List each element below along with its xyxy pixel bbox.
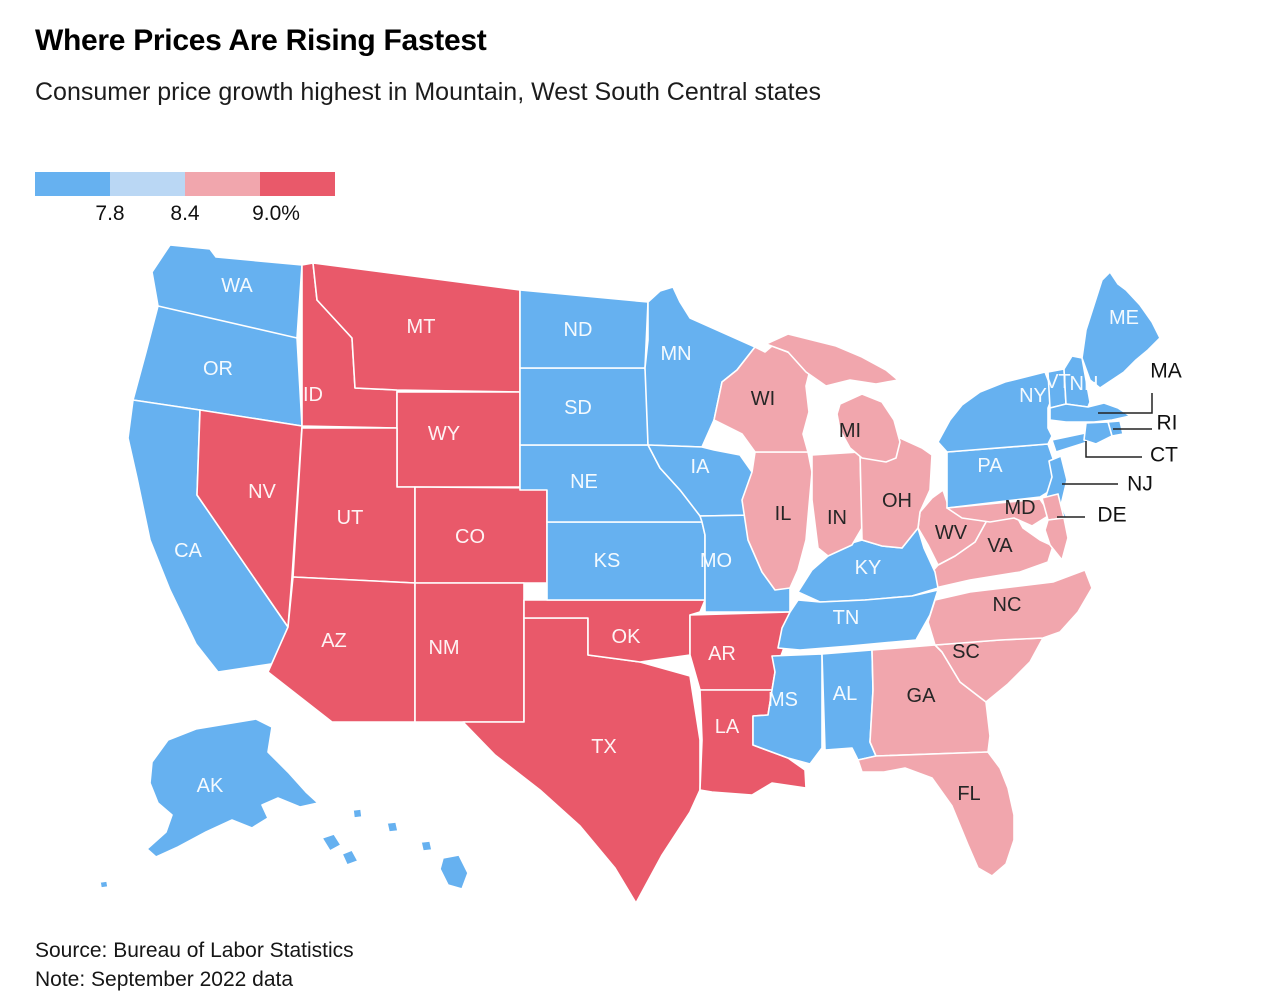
state-label-PA: PA xyxy=(977,455,1003,477)
state-label-IN: IN xyxy=(827,507,847,529)
state-label-ME: ME xyxy=(1109,307,1139,329)
state-label-MN: MN xyxy=(660,343,691,365)
state-label-MO: MO xyxy=(700,550,732,572)
legend-color-bar xyxy=(35,172,335,196)
state-MA xyxy=(1049,402,1131,423)
note-line: Note: September 2022 data xyxy=(35,968,294,991)
state-label-IA: IA xyxy=(691,456,711,478)
state-MI-lower-peninsula xyxy=(836,393,901,463)
state-label-VT: VT xyxy=(1045,371,1071,393)
state-AL xyxy=(821,649,877,761)
state-label-NY: NY xyxy=(1019,385,1047,407)
state-label-GA: GA xyxy=(907,685,937,707)
legend-tick-9-0: 9.0% xyxy=(252,202,300,225)
callout-line-MA xyxy=(1098,393,1153,414)
state-HI-island xyxy=(420,840,433,852)
state-KS xyxy=(546,521,706,601)
state-label-WA: WA xyxy=(221,275,253,297)
state-label-LA: LA xyxy=(715,716,740,738)
state-label-WI: WI xyxy=(751,388,775,410)
state-MS xyxy=(752,653,823,765)
state-label-VA: VA xyxy=(987,535,1013,557)
state-label-ID: ID xyxy=(303,384,323,406)
state-label-MS: MS xyxy=(768,689,798,711)
legend-swatch-bin1 xyxy=(35,172,110,196)
state-label-SC: SC xyxy=(952,641,980,663)
legend-tick-7-8: 7.8 xyxy=(95,202,125,225)
state-label-TX: TX xyxy=(591,736,617,758)
state-label-WY: WY xyxy=(428,423,460,445)
callout-line-CT xyxy=(1085,441,1142,458)
page-subtitle: Consumer price growth highest in Mountai… xyxy=(35,78,822,106)
state-HI-island xyxy=(352,808,363,819)
state-label-KY: KY xyxy=(855,557,882,579)
state-label-CO: CO xyxy=(455,526,485,548)
state-label-NE: NE xyxy=(570,471,598,493)
callout-label-MA: MA xyxy=(1150,360,1182,383)
callout-label-DE: DE xyxy=(1097,504,1126,527)
state-label-NH: NH xyxy=(1070,373,1099,395)
state-label-AK: AK xyxy=(197,775,224,797)
state-label-WV: WV xyxy=(935,522,968,544)
state-AK xyxy=(146,718,319,858)
state-AK-aleutian-island xyxy=(99,880,109,889)
state-UT xyxy=(292,427,416,584)
state-label-OH: OH xyxy=(882,490,912,512)
state-labels: WA OR CA AK NV ID MT WY UT CO AZ NM TX OK AR LA ND SD NE KS… xyxy=(174,275,1139,805)
state-label-UT: UT xyxy=(337,507,364,529)
state-label-MI: MI xyxy=(839,420,861,442)
callout-label-RI: RI xyxy=(1157,412,1178,435)
state-label-FL: FL xyxy=(957,783,980,805)
state-NC xyxy=(927,569,1093,646)
state-label-NM: NM xyxy=(428,637,459,659)
legend-ticks: 7.8 8.4 9.0% xyxy=(35,196,375,226)
state-label-AR: AR xyxy=(708,643,736,665)
state-label-AZ: AZ xyxy=(321,630,347,652)
callout-label-NJ: NJ xyxy=(1127,473,1153,496)
state-label-KS: KS xyxy=(594,550,621,572)
state-HI-big-island xyxy=(439,854,469,890)
state-label-TN: TN xyxy=(833,607,860,629)
state-MD-eastern-shore xyxy=(1044,517,1069,561)
state-label-OR: OR xyxy=(203,358,233,380)
state-label-MD: MD xyxy=(1004,497,1035,519)
state-label-ND: ND xyxy=(564,319,593,341)
state-NY xyxy=(937,371,1053,453)
state-AK-island xyxy=(321,833,342,852)
state-AK-island xyxy=(341,849,359,866)
callout-label-CT: CT xyxy=(1150,444,1178,467)
state-label-MT: MT xyxy=(407,316,436,338)
state-TN xyxy=(777,589,939,651)
state-label-OK: OK xyxy=(612,626,642,648)
state-MD xyxy=(946,498,1049,527)
state-shapes xyxy=(99,244,1161,904)
state-ME xyxy=(1081,271,1161,389)
source-note: Source: Bureau of Labor Statistics Note:… xyxy=(35,936,354,994)
legend-swatch-bin4 xyxy=(260,172,335,196)
state-OK xyxy=(523,599,706,663)
legend-swatch-bin2 xyxy=(110,172,185,196)
state-IN xyxy=(811,451,863,557)
state-label-SD: SD xyxy=(564,397,592,419)
state-HI-island xyxy=(386,821,399,833)
page-title: Where Prices Are Rising Fastest xyxy=(35,24,487,57)
source-line: Source: Bureau of Labor Statistics xyxy=(35,939,354,962)
state-label-NC: NC xyxy=(993,594,1022,616)
state-CT xyxy=(1083,421,1113,445)
legend-swatch-bin3 xyxy=(185,172,260,196)
state-OH xyxy=(859,437,933,549)
state-label-CA: CA xyxy=(174,540,202,562)
color-legend: 7.8 8.4 9.0% xyxy=(35,172,375,232)
state-label-NV: NV xyxy=(248,481,276,503)
state-FL xyxy=(857,751,1015,877)
state-label-AL: AL xyxy=(833,683,857,705)
legend-tick-8-4: 8.4 xyxy=(170,202,200,225)
state-MI-upper-peninsula xyxy=(765,333,899,387)
state-WI xyxy=(713,345,813,453)
state-label-IL: IL xyxy=(775,503,792,525)
